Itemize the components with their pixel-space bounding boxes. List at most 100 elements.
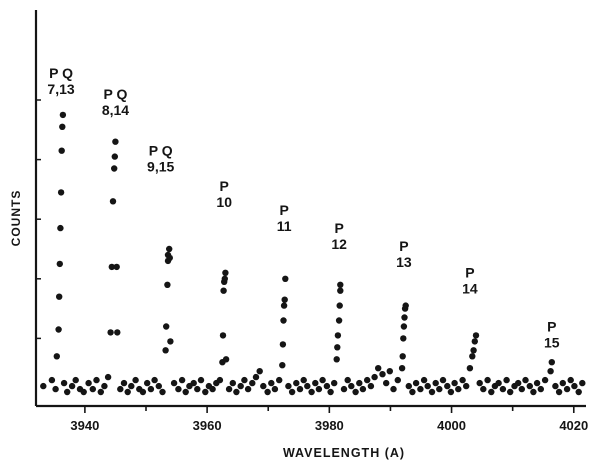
baseline-point [194, 385, 201, 393]
baseline-point [60, 379, 68, 387]
baseline-point [409, 388, 416, 396]
baseline-point [412, 379, 420, 387]
baseline-point [444, 382, 451, 390]
line-point [472, 332, 480, 339]
baseline-point [447, 388, 455, 396]
baseline-point [175, 385, 182, 393]
baseline-point [575, 388, 582, 396]
line-point [113, 263, 120, 271]
baseline-point [518, 385, 525, 393]
baseline-point [296, 385, 304, 393]
baseline-point [117, 385, 124, 393]
baseline-point [327, 388, 334, 396]
baseline-point [63, 388, 71, 396]
baseline-point [571, 382, 578, 390]
baseline-point [555, 388, 563, 396]
line-point [166, 254, 173, 262]
baseline-point [499, 385, 507, 393]
line-point [280, 302, 288, 309]
baseline-point [364, 376, 371, 384]
baseline-point [144, 379, 151, 387]
baseline-point [249, 379, 256, 387]
line-point [334, 344, 341, 351]
line-point [466, 365, 474, 372]
line-point [469, 353, 476, 360]
annotation-line1: P [547, 318, 556, 334]
annotation-line2: 12 [331, 236, 347, 252]
baseline-point [229, 379, 236, 387]
baseline-point [344, 376, 351, 384]
line-point [281, 296, 288, 303]
baseline-point [252, 373, 260, 381]
line-point [222, 269, 229, 276]
annotation-line1: P [220, 178, 229, 194]
baseline-point [405, 382, 412, 390]
baseline-point [104, 373, 112, 381]
line-point [56, 260, 63, 268]
baseline-point [383, 379, 390, 387]
baseline-point [190, 379, 197, 387]
baseline-point [182, 388, 189, 396]
baseline-point [304, 382, 311, 390]
baseline-point [480, 385, 487, 393]
baseline-noise-points [40, 365, 586, 396]
baseline-point [331, 379, 338, 387]
baseline-point [68, 382, 76, 390]
baseline-point [268, 379, 275, 387]
baseline-point [371, 373, 378, 381]
baseline-point [424, 382, 431, 390]
y-axis-label: COUNTS [9, 190, 23, 247]
line-point [334, 332, 342, 339]
baseline-point [241, 376, 248, 384]
line-point [401, 314, 408, 321]
annotation-line1: P [334, 220, 343, 236]
line-point [219, 332, 227, 339]
baseline-point [170, 379, 178, 387]
baseline-point [459, 376, 466, 384]
annotation-line2: 10 [216, 194, 232, 210]
baseline-point [244, 385, 252, 393]
x-tick-label: 3960 [193, 418, 222, 433]
line-point [280, 317, 287, 324]
baseline-point [533, 379, 541, 387]
baseline-point [209, 385, 216, 393]
baseline-point [101, 382, 108, 390]
axes [34, 10, 586, 413]
baseline-point [124, 388, 131, 396]
baseline-point [439, 376, 447, 384]
annotation-line1: P [279, 202, 288, 218]
baseline-point [72, 376, 79, 384]
baseline-point [285, 382, 292, 390]
x-tick-label: 3980 [315, 418, 344, 433]
line-point [55, 326, 62, 333]
baseline-point [428, 388, 436, 396]
baseline-point [352, 388, 359, 396]
baseline-point [80, 388, 87, 396]
line-point [548, 359, 555, 366]
baseline-point [420, 376, 428, 384]
baseline-point [379, 371, 386, 378]
baseline-point [432, 379, 439, 387]
baseline-point [455, 385, 462, 393]
baseline-point [155, 382, 162, 390]
line-point [163, 323, 170, 330]
baseline-point [507, 388, 514, 396]
baseline-point [264, 388, 271, 396]
annotation-line1: P Q [104, 86, 128, 102]
baseline-point [260, 382, 267, 390]
baseline-point [537, 385, 544, 393]
baseline-point [293, 379, 300, 387]
line-point [59, 111, 67, 119]
x-tick-label: 3940 [70, 418, 99, 433]
x-tick-label: 4020 [559, 418, 588, 433]
baseline-point [202, 388, 209, 396]
line-point [337, 281, 344, 288]
line-point [111, 153, 119, 160]
baseline-point [463, 382, 470, 390]
baseline-point [147, 385, 155, 393]
line-point [112, 138, 119, 145]
baseline-point [89, 385, 97, 393]
baseline-point [530, 388, 537, 396]
baseline-point [48, 376, 56, 384]
